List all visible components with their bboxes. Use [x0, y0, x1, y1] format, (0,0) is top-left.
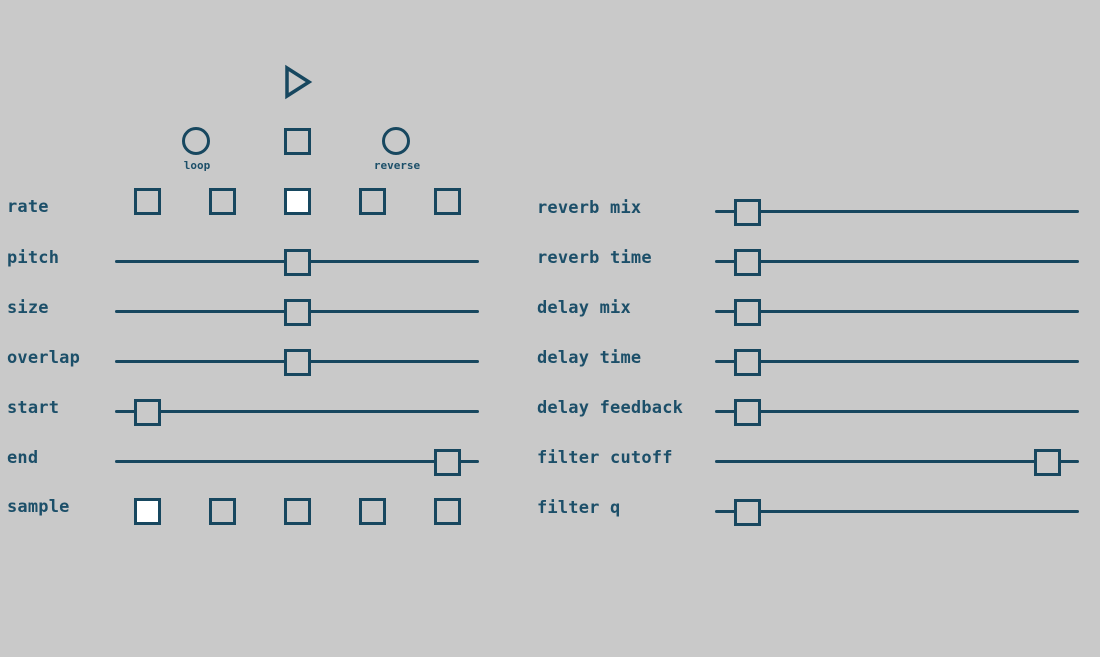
- delay-feedback-label: delay feedback: [537, 398, 684, 418]
- loop-label: loop: [183, 159, 211, 172]
- end-slider-thumb[interactable]: [433, 449, 461, 476]
- sample-option-4[interactable]: [359, 498, 386, 525]
- loop-toggle[interactable]: [182, 127, 210, 155]
- filter-q-slider-track[interactable]: [715, 510, 1079, 513]
- delay-feedback-slider-track[interactable]: [715, 410, 1079, 413]
- sample-option-5[interactable]: [434, 498, 461, 525]
- delay-mix-slider-thumb[interactable]: [733, 299, 761, 326]
- filter-q-slider-thumb[interactable]: [733, 499, 761, 526]
- filter-q-label: filter q: [537, 498, 621, 518]
- pitch-slider-thumb[interactable]: [283, 249, 311, 276]
- rate-option-5[interactable]: [434, 188, 461, 215]
- play-icon[interactable]: [283, 64, 313, 100]
- reverb-time-label: reverb time: [537, 248, 652, 268]
- reverb-mix-label: reverb mix: [537, 198, 642, 218]
- start-label: start: [7, 398, 60, 418]
- sample-option-2[interactable]: [209, 498, 236, 525]
- size-label: size: [7, 298, 49, 318]
- size-slider-thumb[interactable]: [283, 299, 311, 326]
- rate-option-2[interactable]: [209, 188, 236, 215]
- filter-cutoff-slider-track[interactable]: [715, 460, 1079, 463]
- stop-button[interactable]: [284, 128, 311, 155]
- rate-option-1[interactable]: [134, 188, 161, 215]
- start-slider-track[interactable]: [115, 410, 479, 413]
- reverse-toggle[interactable]: [382, 127, 410, 155]
- delay-feedback-slider-thumb[interactable]: [733, 399, 761, 426]
- sample-option-1[interactable]: [134, 498, 161, 525]
- rate-label: rate: [7, 197, 49, 217]
- reverse-label: reverse: [373, 159, 421, 172]
- delay-mix-slider-track[interactable]: [715, 310, 1079, 313]
- filter-cutoff-slider-thumb[interactable]: [1033, 449, 1061, 476]
- sample-option-3[interactable]: [284, 498, 311, 525]
- filter-cutoff-label: filter cutoff: [537, 448, 673, 468]
- delay-time-label: delay time: [537, 348, 642, 368]
- reverb-mix-slider-track[interactable]: [715, 210, 1079, 213]
- end-slider-track[interactable]: [115, 460, 479, 463]
- overlap-label: overlap: [7, 348, 81, 368]
- reverb-time-slider-track[interactable]: [715, 260, 1079, 263]
- start-slider-thumb[interactable]: [133, 399, 161, 426]
- rate-option-4[interactable]: [359, 188, 386, 215]
- pitch-label: pitch: [7, 248, 60, 268]
- delay-mix-label: delay mix: [537, 298, 631, 318]
- reverb-mix-slider-thumb[interactable]: [733, 199, 761, 226]
- delay-time-slider-thumb[interactable]: [733, 349, 761, 376]
- rate-option-3[interactable]: [284, 188, 311, 215]
- delay-time-slider-track[interactable]: [715, 360, 1079, 363]
- sample-label: sample: [7, 497, 70, 517]
- end-label: end: [7, 448, 39, 468]
- overlap-slider-thumb[interactable]: [283, 349, 311, 376]
- reverb-time-slider-thumb[interactable]: [733, 249, 761, 276]
